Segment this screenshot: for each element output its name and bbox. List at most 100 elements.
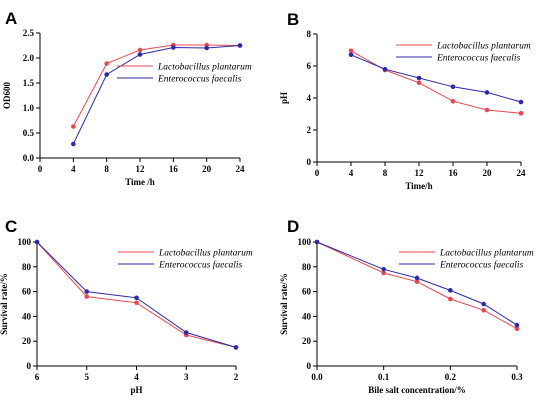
data-point-series-1 [414, 279, 420, 284]
legend-entry: Enterococcus faecalis [158, 260, 243, 271]
x-tick-label: 0.2 [445, 372, 457, 382]
y-tick-label: 1.0 [23, 103, 35, 113]
x-tick-label: 24 [517, 168, 527, 178]
data-point-series-2 [381, 266, 386, 272]
y-tick-label: 60 [302, 287, 312, 297]
y-tick-label: 6 [307, 61, 312, 71]
y-tick-label: 60 [22, 287, 32, 297]
legend-entry: Enterococcus faecalis [439, 260, 524, 271]
x-tick-label: 0.1 [378, 372, 390, 382]
y-tick-label: 2.5 [23, 28, 35, 38]
x-tick-label: 8 [383, 168, 388, 178]
x-tick-label: 20 [202, 164, 212, 174]
data-point-series-2 [84, 289, 90, 294]
x-tick-label: 0.0 [311, 372, 323, 382]
y-axis-title: pH [279, 92, 289, 104]
data-point-series-2 [104, 72, 109, 77]
data-point-series-2 [183, 330, 189, 335]
panel-letter: D [287, 217, 299, 236]
data-point-series-2 [414, 275, 420, 281]
data-point-series-2 [448, 288, 453, 293]
x-axis-title: pH [130, 385, 142, 395]
data-point-series-2 [237, 43, 243, 48]
series-line-2 [72, 45, 241, 145]
y-tick-label: 2.0 [23, 53, 35, 63]
y-tick-label: 40 [302, 311, 312, 321]
y-tick-label: 0 [307, 361, 312, 371]
x-tick-label: 5 [85, 372, 90, 382]
x-tick-label: 16 [449, 168, 459, 178]
legend-entry: Lactobacillus plantarum [158, 249, 253, 259]
data-point-series-2 [233, 345, 239, 350]
chart-panel-a: A 0 4 8 12 16 20 24 0.0 0.5 1.0 1.5 2.0 2.5 Time /h OD6… [2, 9, 252, 187]
legend-entry: Lactobacillus plantarum [157, 63, 252, 73]
data-point-series-1 [137, 47, 143, 53]
data-point-series-1 [514, 326, 520, 332]
x-tick-label: 16 [169, 164, 179, 174]
x-tick-label: 6 [35, 372, 40, 382]
x-tick-label: 4 [349, 168, 354, 178]
panel-letter: B [287, 10, 299, 29]
data-point-series-2 [137, 52, 143, 57]
y-tick-label: 2 [307, 125, 312, 135]
y-tick-label: 100 [298, 237, 312, 247]
y-tick-label: 0 [27, 361, 32, 371]
data-point-series-2 [34, 239, 40, 245]
data-point-series-2 [382, 66, 388, 72]
data-point-series-2 [450, 84, 456, 90]
x-tick-label: 8 [104, 164, 109, 174]
series-line-1 [316, 241, 518, 330]
data-point-series-2 [171, 45, 176, 50]
data-point-series-2 [481, 301, 486, 307]
y-tick-label: 0.0 [23, 153, 35, 163]
x-tick-label: 0 [38, 164, 43, 174]
y-tick-label: 20 [302, 336, 312, 346]
data-point-series-1 [104, 61, 109, 66]
data-point-series-1 [381, 270, 386, 276]
panel-letter: C [5, 217, 17, 236]
x-tick-label: 12 [415, 168, 425, 178]
x-axis-title: Bile salt concentration/% [368, 385, 466, 395]
data-point-series-1 [134, 300, 139, 306]
series-line-2 [316, 241, 518, 326]
data-point-series-2 [204, 45, 209, 51]
data-point-series-2 [416, 75, 422, 81]
legend-entry: Lactobacillus plantarum [439, 249, 534, 259]
x-axis-title: Time/h [405, 181, 432, 191]
y-tick-label: 1.5 [23, 78, 35, 88]
legend-entry: Lactobacillus plantarum [436, 42, 531, 52]
data-point-series-1 [348, 48, 354, 54]
data-point-series-2 [314, 239, 320, 245]
data-point-series-1 [481, 307, 486, 313]
x-tick-label: 0 [315, 168, 320, 178]
x-tick-label: 12 [136, 164, 146, 174]
chart-panel-d: D 0.0 0.1 0.2 0.3 0 20 40 60 80 100 Bile salt conce… [279, 217, 534, 395]
data-point-series-1 [448, 296, 453, 302]
x-tick-label: 4 [134, 372, 139, 382]
legend-entry: Enterococcus faecalis [157, 74, 242, 85]
data-point-series-2 [348, 52, 354, 58]
y-tick-label: 80 [302, 262, 312, 272]
data-point-series-2 [134, 295, 139, 301]
y-axis-title: Survival rate/% [279, 273, 289, 335]
x-tick-label: 24 [236, 164, 246, 174]
data-point-series-1 [518, 110, 524, 116]
x-tick-label: 20 [483, 168, 493, 178]
x-tick-label: 0.3 [511, 372, 523, 382]
x-axis-title: Time /h [125, 177, 155, 187]
panel-letter: A [5, 9, 17, 28]
data-point-series-1 [84, 294, 90, 299]
y-axis-title: OD600 [2, 82, 12, 110]
legend-entry: Enterococcus faecalis [436, 53, 521, 64]
x-tick-label: 4 [71, 164, 76, 174]
series-line-1 [72, 44, 241, 127]
y-tick-label: 40 [22, 311, 32, 321]
data-point-series-2 [484, 90, 490, 95]
y-axis-title: Survival rate/% [0, 273, 9, 335]
x-tick-label: 3 [184, 372, 189, 382]
y-tick-label: 8 [307, 29, 312, 39]
x-tick-label: 2 [234, 372, 239, 382]
